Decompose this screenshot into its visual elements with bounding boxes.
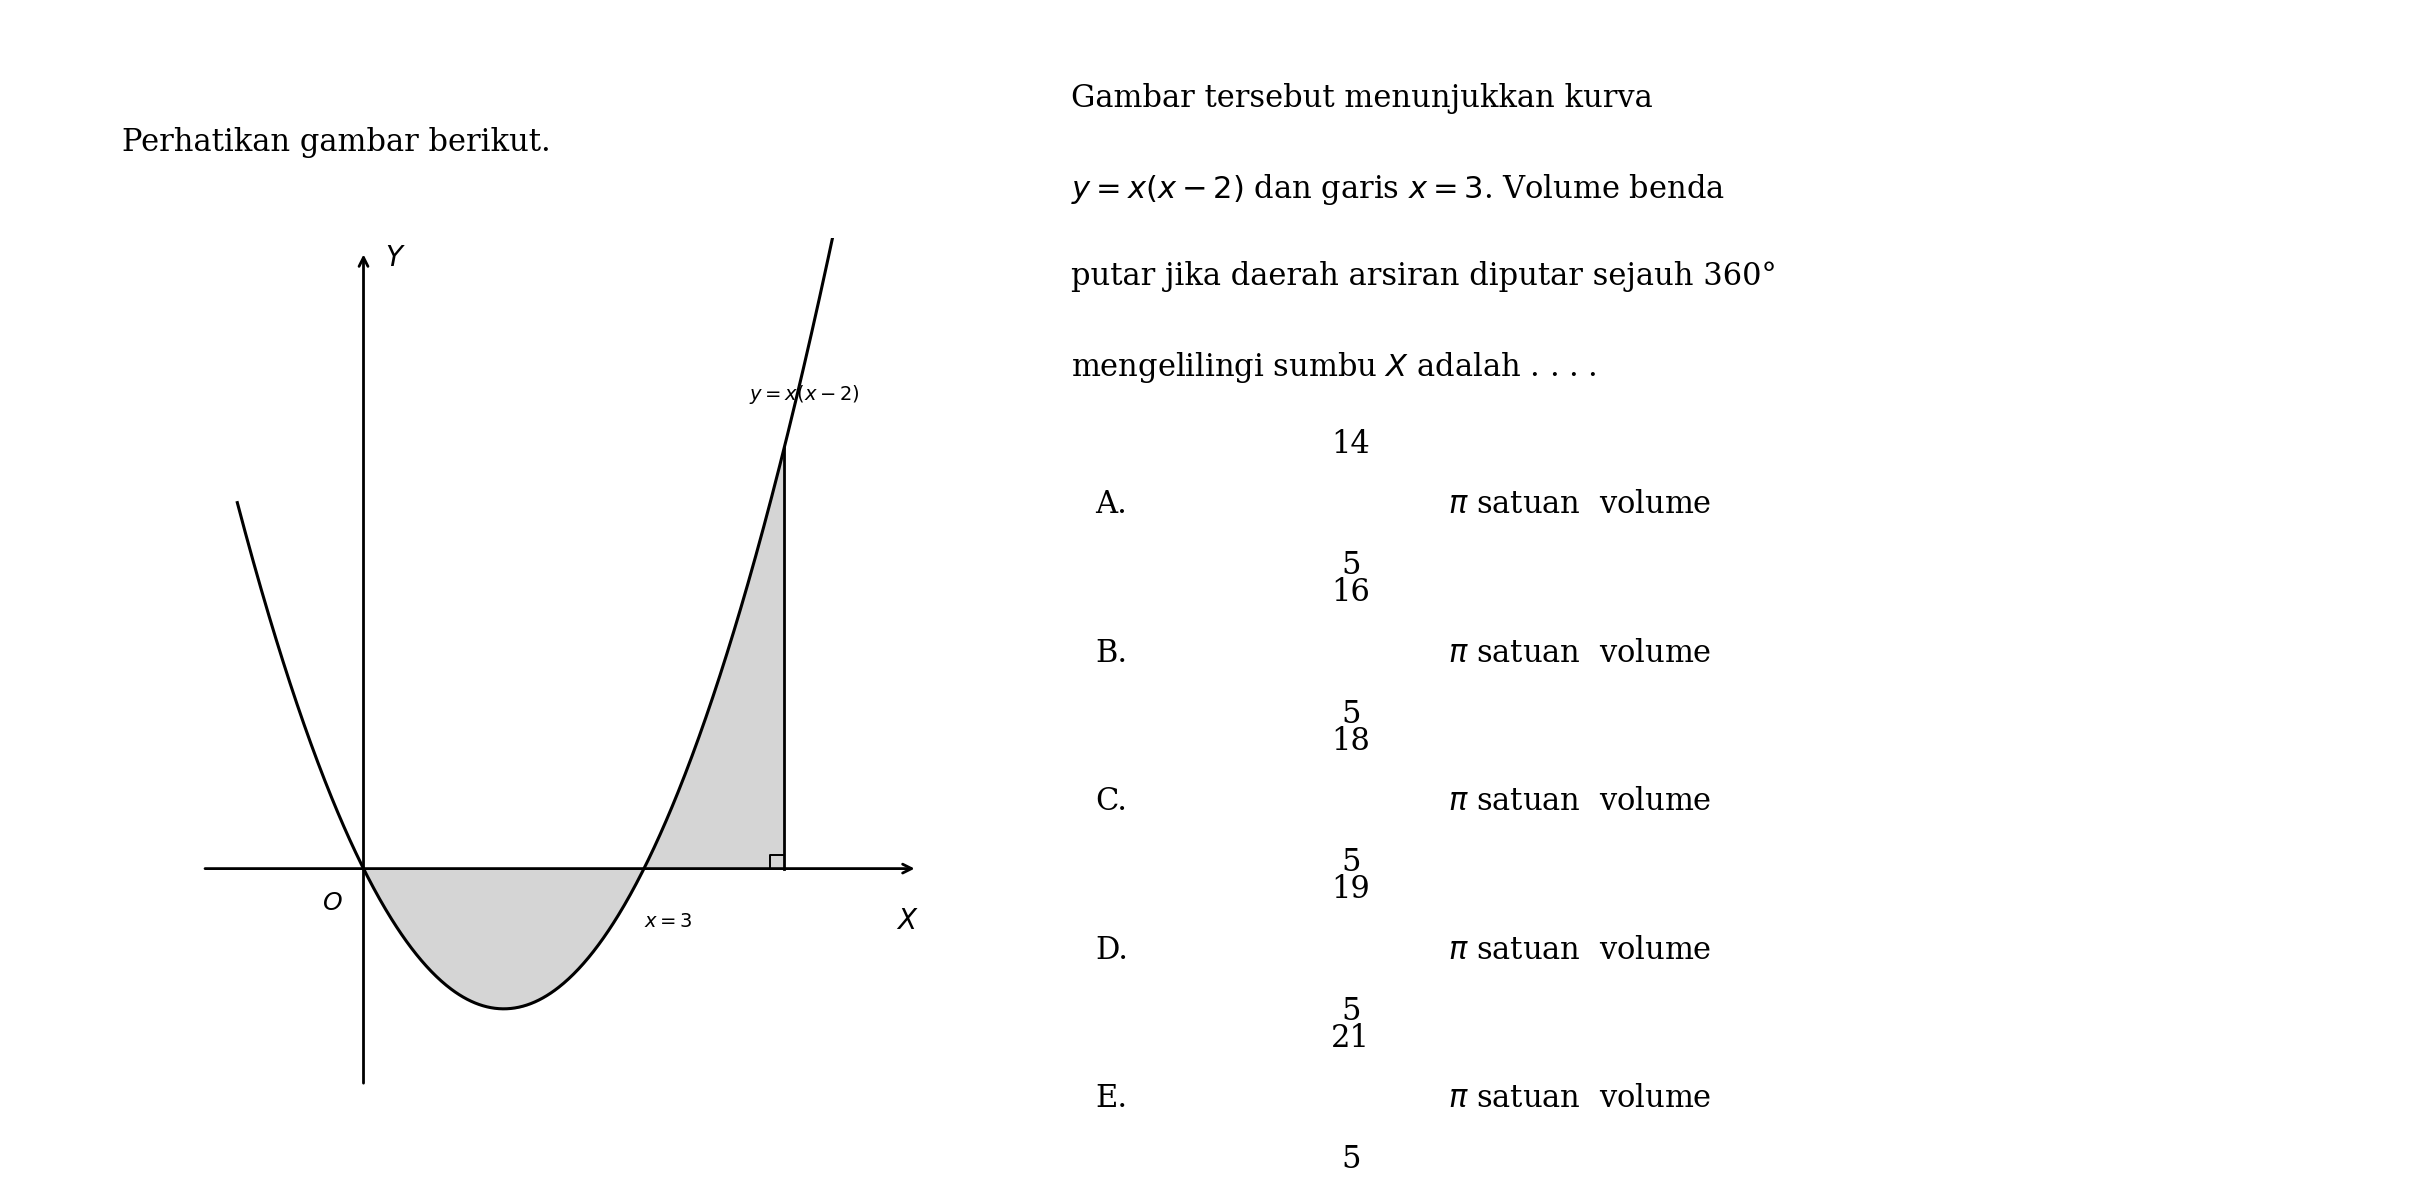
Text: 19: 19 [1331, 874, 1370, 905]
Text: 5: 5 [1341, 996, 1361, 1026]
Text: $\pi$ satuan  volume: $\pi$ satuan volume [1448, 638, 1711, 669]
Text: $\pi$ satuan  volume: $\pi$ satuan volume [1448, 1083, 1711, 1114]
Text: 5: 5 [1341, 847, 1361, 878]
Text: putar jika daerah arsiran diputar sejauh 360°: putar jika daerah arsiran diputar sejauh… [1071, 261, 1777, 292]
Text: $\pi$ satuan  volume: $\pi$ satuan volume [1448, 935, 1711, 966]
Text: mengelilingi sumbu $X$ adalah . . . .: mengelilingi sumbu $X$ adalah . . . . [1071, 350, 1597, 385]
Text: $Y$: $Y$ [385, 245, 406, 272]
Text: $\pi$ satuan  volume: $\pi$ satuan volume [1448, 489, 1711, 520]
Text: $y = x(x - 2)$ dan garis $x = 3$. Volume benda: $y = x(x - 2)$ dan garis $x = 3$. Volume… [1071, 172, 1726, 207]
Text: B.: B. [1095, 638, 1127, 669]
Text: Gambar tersebut menunjukkan kurva: Gambar tersebut menunjukkan kurva [1071, 83, 1653, 114]
Text: 5: 5 [1341, 699, 1361, 729]
Text: Perhatikan gambar berikut.: Perhatikan gambar berikut. [122, 127, 550, 158]
Text: 5: 5 [1341, 1144, 1361, 1175]
Text: 18: 18 [1331, 726, 1370, 757]
Text: $\pi$ satuan  volume: $\pi$ satuan volume [1448, 786, 1711, 817]
Text: 14: 14 [1331, 429, 1370, 460]
Text: $X$: $X$ [896, 908, 920, 935]
Text: D.: D. [1095, 935, 1129, 966]
Text: 5: 5 [1341, 550, 1361, 581]
Text: E.: E. [1095, 1083, 1127, 1114]
Text: 16: 16 [1331, 577, 1370, 608]
Text: C.: C. [1095, 786, 1127, 817]
Text: A.: A. [1095, 489, 1127, 520]
Text: $y = x(x - 2)$: $y = x(x - 2)$ [750, 383, 859, 406]
Text: $O$: $O$ [321, 892, 343, 915]
Text: $x = 3$: $x = 3$ [645, 914, 694, 931]
Text: 21: 21 [1331, 1023, 1370, 1054]
